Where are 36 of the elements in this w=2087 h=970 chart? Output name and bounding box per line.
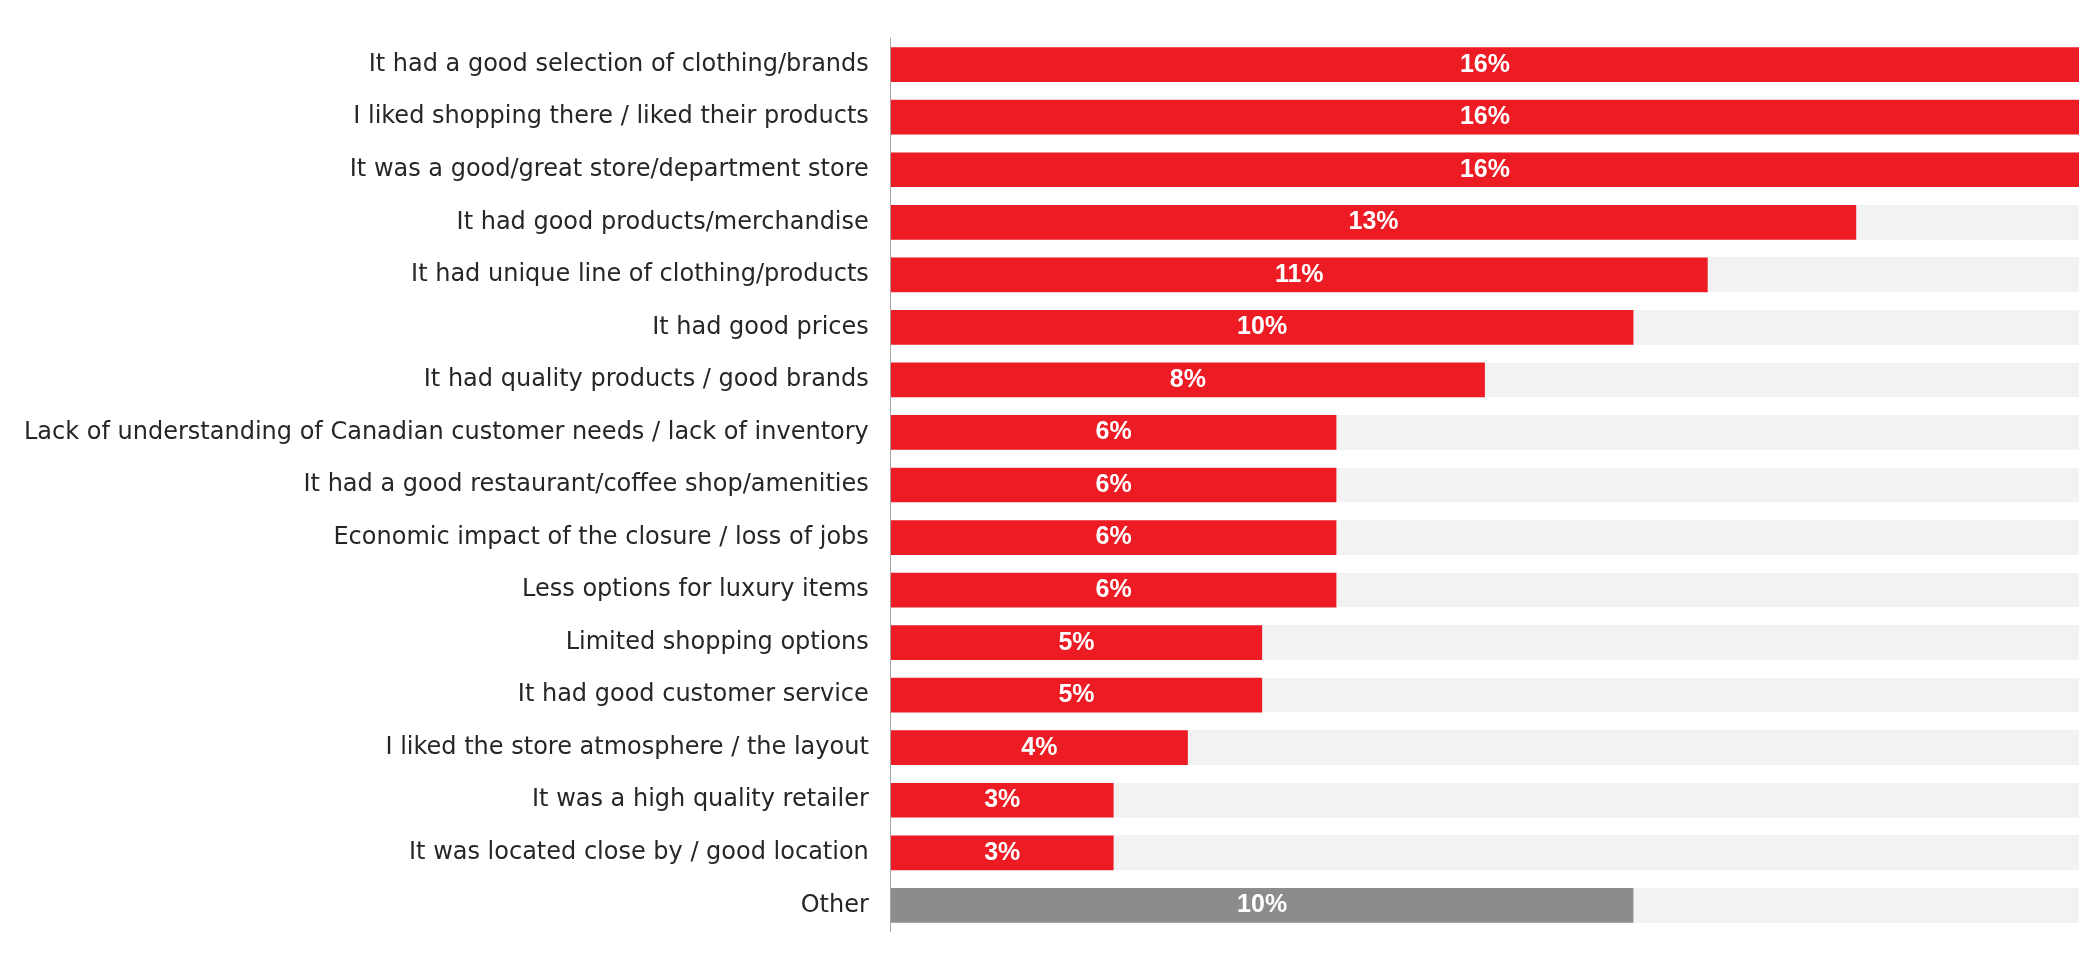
bar [890, 835, 1114, 871]
bar [890, 782, 1114, 818]
y-tick-label: I liked the store atmosphere / the layout [385, 731, 869, 760]
y-tick-label: It had a good selection of clothing/brands [368, 48, 869, 77]
data-label: 10% [1237, 311, 1288, 340]
data-label: 6% [1095, 468, 1132, 497]
y-tick-label: It was located close by / good location [409, 837, 869, 866]
data-label: 5% [1058, 626, 1095, 655]
data-label: 8% [1169, 363, 1206, 392]
data-label: 16% [1459, 153, 1510, 182]
y-tick-label: It had good products/merchandise [456, 206, 869, 235]
data-label: 5% [1058, 679, 1095, 708]
data-label: 6% [1095, 521, 1132, 550]
data-label: 4% [1021, 731, 1058, 760]
data-label: 6% [1095, 573, 1132, 602]
y-tick-label: It had good prices [652, 311, 869, 340]
y-tick-label: I liked shopping there / liked their products [353, 101, 869, 130]
y-tick-label: Other [800, 889, 869, 918]
data-label: 11% [1274, 258, 1324, 287]
data-label: 13% [1348, 206, 1399, 235]
y-tick-label: It was a good/great store/department store [349, 153, 869, 182]
data-label: 3% [984, 784, 1021, 813]
data-label: 16% [1459, 48, 1510, 77]
y-tick-label: Less options for luxury items [522, 574, 869, 603]
data-label: 10% [1237, 889, 1288, 918]
y-tick-label: It had quality products / good brands [423, 364, 869, 393]
data-label: 3% [984, 836, 1021, 865]
y-tick-label: It had good customer service [517, 679, 869, 708]
data-label: 16% [1459, 101, 1510, 130]
y-tick-label: Economic impact of the closure / loss of jobs [333, 521, 869, 550]
y-tick-label: It had a good restaurant/coffee shop/amenities [303, 469, 869, 498]
y-tick-label: Lack of understanding of Canadian customer needs / lack of inventory [23, 416, 869, 445]
y-tick-label: It was a high quality retailer [532, 784, 869, 813]
y-tick-label: It had unique line of clothing/products [411, 259, 869, 288]
data-label: 6% [1095, 416, 1132, 445]
y-tick-label: Limited shopping options [565, 626, 869, 655]
